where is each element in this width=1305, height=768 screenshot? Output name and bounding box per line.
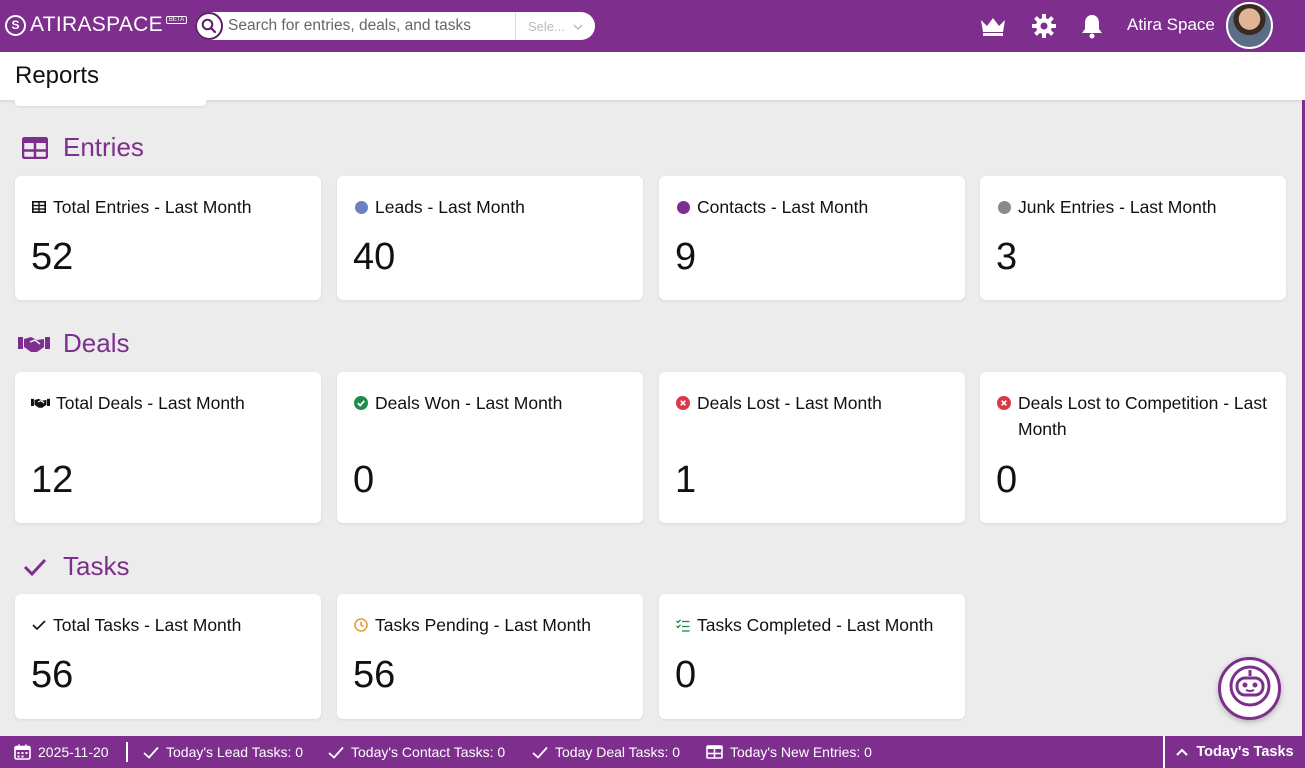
card-value: 0	[675, 654, 697, 696]
card-value: 52	[31, 236, 74, 278]
logo-mark-icon: S	[5, 14, 26, 36]
footer-date-text: 2025-11-20	[38, 744, 109, 760]
card-value: 0	[996, 459, 1018, 501]
dot-icon	[353, 194, 369, 220]
clock-icon	[353, 612, 369, 638]
footer-divider	[126, 742, 128, 762]
bell-icon[interactable]	[1078, 12, 1106, 40]
card-title: Total Tasks - Last Month	[53, 615, 242, 635]
calendar-icon	[14, 744, 31, 760]
filter-dropdown-edge[interactable]	[15, 100, 206, 106]
handshake-icon	[31, 390, 50, 416]
footer-deal-tasks-text: Today Deal Tasks: 0	[555, 744, 681, 760]
search-input[interactable]	[228, 14, 510, 38]
card-title: Total Deals - Last Month	[56, 393, 245, 413]
check-icon	[328, 746, 344, 759]
card-title: Contacts - Last Month	[697, 197, 869, 217]
handshake-icon	[18, 329, 50, 359]
search-scope-value: Sele...	[528, 18, 565, 34]
section-tasks-header: Tasks	[20, 551, 129, 582]
table-icon	[31, 194, 47, 220]
section-deals-title: Deals	[63, 328, 130, 358]
footer-date: 2025-11-20	[14, 736, 109, 768]
card-title: Deals Lost - Last Month	[697, 393, 882, 413]
card-title: Junk Entries - Last Month	[1018, 197, 1217, 217]
footer-contact-tasks-text: Today's Contact Tasks: 0	[351, 744, 506, 760]
footer-status-bar: 2025-11-20 Today's Lead Tasks: 0 Today's…	[0, 736, 1305, 768]
footer-contact-tasks[interactable]: Today's Contact Tasks: 0	[328, 736, 505, 768]
search-scope-select[interactable]: Sele...	[515, 12, 595, 40]
x-circle-icon	[996, 390, 1012, 416]
card-value: 56	[353, 654, 396, 696]
beta-badge: BETA	[165, 16, 188, 24]
card-title: Tasks Pending - Last Month	[375, 615, 591, 635]
section-entries-title: Entries	[63, 132, 144, 162]
avatar[interactable]	[1226, 2, 1273, 49]
card-total-deals[interactable]: Total Deals - Last Month 12	[15, 372, 321, 523]
section-tasks-title: Tasks	[63, 551, 130, 581]
section-entries-header: Entries	[20, 132, 144, 163]
brand-name: ATIRASPACE	[30, 13, 163, 36]
card-deals-lost[interactable]: Deals Lost - Last Month 1	[659, 372, 965, 523]
footer-new-entries[interactable]: Today's New Entries: 0	[706, 736, 872, 768]
table-icon	[706, 745, 723, 759]
x-circle-icon	[675, 390, 691, 416]
card-leads[interactable]: Leads - Last Month 40	[337, 176, 643, 300]
dot-icon	[675, 194, 691, 220]
card-value: 0	[353, 459, 375, 501]
page-header: Reports	[0, 52, 1305, 100]
footer-lead-tasks[interactable]: Today's Lead Tasks: 0	[143, 736, 303, 768]
chevron-down-icon	[573, 19, 583, 34]
card-deals-won[interactable]: Deals Won - Last Month 0	[337, 372, 643, 523]
card-deals-lost-competition[interactable]: Deals Lost to Competition - Last Month 0	[980, 372, 1286, 523]
gear-icon[interactable]	[1030, 12, 1058, 40]
top-navigation-bar: S ATIRASPACE BETA Sele... Atira Space	[0, 0, 1305, 52]
page-title: Reports	[15, 62, 100, 89]
card-value: 3	[996, 236, 1018, 278]
footer-deal-tasks[interactable]: Today Deal Tasks: 0	[532, 736, 680, 768]
chevron-up-icon	[1176, 744, 1189, 760]
card-tasks-completed[interactable]: Tasks Completed - Last Month 0	[659, 594, 965, 719]
check-icon	[532, 746, 548, 759]
chatbot-button[interactable]	[1218, 657, 1281, 720]
footer-new-entries-text: Today's New Entries: 0	[730, 744, 872, 760]
table-icon	[20, 133, 50, 163]
card-value: 9	[675, 236, 697, 278]
card-title: Tasks Completed - Last Month	[697, 615, 934, 635]
todays-tasks-label: Today's Tasks	[1196, 744, 1294, 760]
card-total-entries[interactable]: Total Entries - Last Month 52	[15, 176, 321, 300]
search-icon[interactable]	[195, 12, 223, 40]
card-tasks-pending[interactable]: Tasks Pending - Last Month 56	[337, 594, 643, 719]
card-title: Leads - Last Month	[375, 197, 525, 217]
card-title: Total Entries - Last Month	[53, 197, 252, 217]
scrollbar[interactable]	[1302, 100, 1305, 736]
footer-lead-tasks-text: Today's Lead Tasks: 0	[166, 744, 304, 760]
card-value: 12	[31, 459, 74, 501]
global-search: Sele...	[195, 12, 595, 40]
todays-tasks-button[interactable]: Today's Tasks	[1163, 736, 1305, 768]
card-title: Deals Won - Last Month	[375, 393, 563, 413]
check-circle-icon	[353, 390, 369, 416]
card-title: Deals Lost to Competition - Last Month	[1018, 393, 1268, 439]
check-icon	[31, 612, 47, 638]
card-value: 1	[675, 459, 697, 501]
robot-icon	[1228, 664, 1272, 713]
section-deals-header: Deals	[18, 328, 129, 359]
brand-logo[interactable]: S ATIRASPACE BETA	[5, 13, 188, 37]
card-junk-entries[interactable]: Junk Entries - Last Month 3	[980, 176, 1286, 300]
check-icon	[143, 746, 159, 759]
crown-icon[interactable]	[979, 12, 1007, 40]
card-value: 56	[31, 654, 74, 696]
user-name[interactable]: Atira Space	[1127, 15, 1215, 34]
list-check-icon	[675, 612, 691, 638]
card-total-tasks[interactable]: Total Tasks - Last Month 56	[15, 594, 321, 719]
dot-icon	[996, 194, 1012, 220]
card-value: 40	[353, 236, 396, 278]
card-contacts[interactable]: Contacts - Last Month 9	[659, 176, 965, 300]
check-icon	[20, 552, 50, 582]
